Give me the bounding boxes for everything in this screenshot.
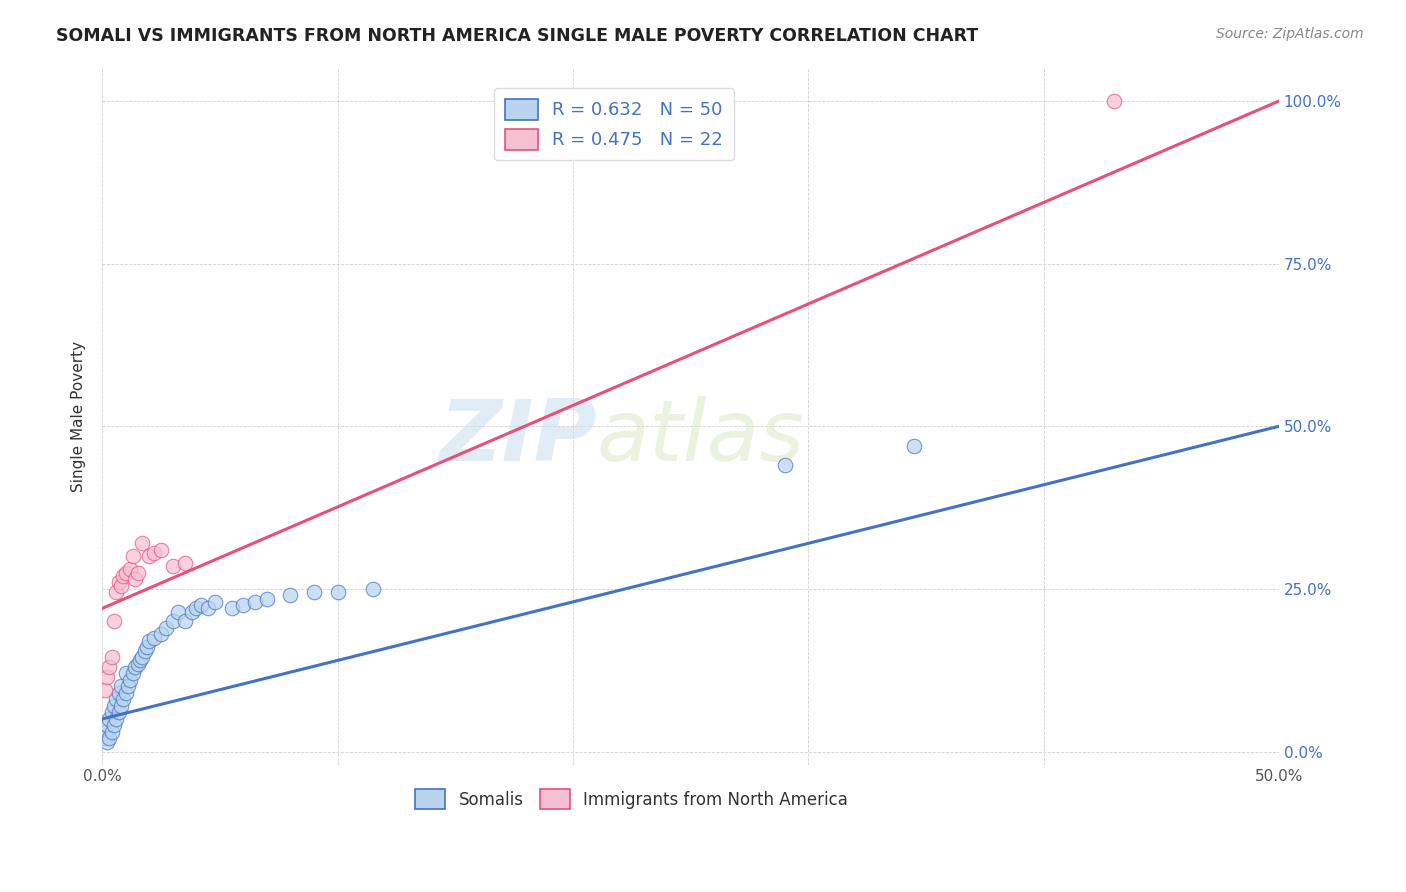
Point	[232, 598, 254, 612]
Point	[110, 698, 132, 713]
Point	[114, 566, 136, 580]
Point	[138, 634, 160, 648]
Point	[96, 718, 118, 732]
Point	[326, 585, 349, 599]
Point	[107, 575, 129, 590]
Point	[100, 725, 122, 739]
Point	[96, 735, 118, 749]
Point	[204, 595, 226, 609]
Point	[117, 680, 139, 694]
Point	[134, 643, 156, 657]
Point	[186, 601, 208, 615]
Point	[361, 582, 384, 596]
Point	[131, 650, 153, 665]
Point	[124, 660, 146, 674]
Point	[98, 731, 121, 746]
Point	[100, 706, 122, 720]
Point	[93, 682, 115, 697]
Point	[138, 549, 160, 564]
Point	[103, 718, 125, 732]
Point	[773, 458, 796, 473]
Text: ZIP: ZIP	[439, 396, 596, 479]
Point	[105, 692, 128, 706]
Point	[280, 588, 302, 602]
Point	[124, 572, 146, 586]
Point	[173, 556, 195, 570]
Point	[121, 666, 143, 681]
Point	[243, 595, 266, 609]
Point	[114, 686, 136, 700]
Point	[162, 559, 184, 574]
Point	[190, 598, 212, 612]
Point	[98, 660, 121, 674]
Text: SOMALI VS IMMIGRANTS FROM NORTH AMERICA SINGLE MALE POVERTY CORRELATION CHART: SOMALI VS IMMIGRANTS FROM NORTH AMERICA …	[56, 27, 979, 45]
Text: atlas: atlas	[596, 396, 804, 479]
Point	[143, 546, 166, 560]
Point	[114, 666, 136, 681]
Point	[120, 562, 142, 576]
Point	[112, 692, 135, 706]
Point	[1102, 94, 1125, 108]
Point	[302, 585, 325, 599]
Point	[110, 579, 132, 593]
Point	[703, 113, 725, 128]
Point	[103, 615, 125, 629]
Point	[197, 601, 219, 615]
Point	[128, 653, 150, 667]
Y-axis label: Single Male Poverty: Single Male Poverty	[72, 341, 86, 492]
Point	[180, 605, 202, 619]
Point	[155, 621, 177, 635]
Point	[166, 605, 188, 619]
Point	[93, 725, 115, 739]
Point	[150, 627, 173, 641]
Point	[903, 439, 925, 453]
Point	[127, 566, 149, 580]
Point	[110, 680, 132, 694]
Point	[98, 712, 121, 726]
Point	[143, 631, 166, 645]
Point	[127, 657, 149, 671]
Point	[93, 731, 115, 746]
Point	[136, 640, 159, 655]
Point	[120, 673, 142, 687]
Point	[121, 549, 143, 564]
Point	[105, 585, 128, 599]
Point	[173, 615, 195, 629]
Point	[103, 698, 125, 713]
Point	[100, 650, 122, 665]
Point	[131, 536, 153, 550]
Point	[112, 569, 135, 583]
Text: Source: ZipAtlas.com: Source: ZipAtlas.com	[1216, 27, 1364, 41]
Point	[150, 542, 173, 557]
Point	[162, 615, 184, 629]
Point	[96, 670, 118, 684]
Legend: Somalis, Immigrants from North America: Somalis, Immigrants from North America	[409, 783, 855, 815]
Point	[221, 601, 243, 615]
Point	[107, 706, 129, 720]
Point	[256, 591, 278, 606]
Point	[107, 686, 129, 700]
Point	[105, 712, 128, 726]
